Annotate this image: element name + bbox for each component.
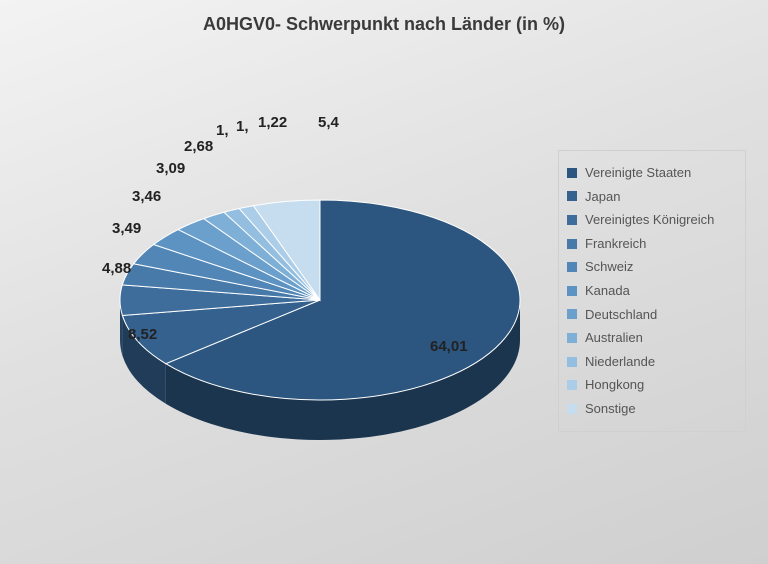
legend-swatch bbox=[567, 380, 577, 390]
legend-item: Vereinigtes Königreich bbox=[567, 208, 737, 232]
legend-item: Schweiz bbox=[567, 255, 737, 279]
legend-swatch bbox=[567, 357, 577, 367]
legend-item: Frankreich bbox=[567, 232, 737, 256]
legend-swatch bbox=[567, 286, 577, 296]
legend-label: Vereinigtes Königreich bbox=[585, 212, 714, 228]
legend-swatch bbox=[567, 333, 577, 343]
data-label: 1, bbox=[236, 118, 249, 135]
legend-item: Kanada bbox=[567, 279, 737, 303]
data-label: 3,49 bbox=[112, 220, 141, 237]
legend-label: Hongkong bbox=[585, 377, 644, 393]
pie-chart: 64,018,524,883,493,463,092,681,1,1,225,4 bbox=[60, 80, 500, 540]
pie-svg bbox=[60, 80, 580, 560]
data-label: 2,68 bbox=[184, 138, 213, 155]
legend-item: Hongkong bbox=[567, 373, 737, 397]
legend-item: Australien bbox=[567, 326, 737, 350]
legend-swatch bbox=[567, 239, 577, 249]
chart-title: A0HGV0- Schwerpunkt nach Länder (in %) bbox=[0, 14, 768, 35]
legend-label: Schweiz bbox=[585, 259, 633, 275]
data-label: 8,52 bbox=[128, 326, 157, 343]
legend-label: Sonstige bbox=[585, 401, 636, 417]
data-label: 1,22 bbox=[258, 114, 287, 131]
legend-swatch bbox=[567, 404, 577, 414]
legend-swatch bbox=[567, 191, 577, 201]
legend-item: Japan bbox=[567, 185, 737, 209]
data-label: 5,4 bbox=[318, 114, 339, 131]
legend-swatch bbox=[567, 168, 577, 178]
legend: Vereinigte Staaten Japan Vereinigtes König… bbox=[558, 150, 746, 432]
legend-label: Vereinigte Staaten bbox=[585, 165, 691, 181]
legend-swatch bbox=[567, 262, 577, 272]
legend-item: Sonstige bbox=[567, 397, 737, 421]
legend-label: Australien bbox=[585, 330, 643, 346]
legend-item: Vereinigte Staaten bbox=[567, 161, 737, 185]
legend-label: Kanada bbox=[585, 283, 630, 299]
legend-item: Niederlande bbox=[567, 350, 737, 374]
legend-label: Frankreich bbox=[585, 236, 646, 252]
legend-label: Deutschland bbox=[585, 307, 657, 323]
legend-swatch bbox=[567, 215, 577, 225]
data-label: 3,09 bbox=[156, 160, 185, 177]
legend-label: Japan bbox=[585, 189, 620, 205]
data-label: 1, bbox=[216, 122, 229, 139]
legend-item: Deutschland bbox=[567, 303, 737, 327]
legend-label: Niederlande bbox=[585, 354, 655, 370]
data-label: 4,88 bbox=[102, 260, 131, 277]
data-label: 64,01 bbox=[430, 338, 468, 355]
legend-swatch bbox=[567, 309, 577, 319]
data-label: 3,46 bbox=[132, 188, 161, 205]
chart-stage: A0HGV0- Schwerpunkt nach Länder (in %) 6… bbox=[0, 0, 768, 564]
